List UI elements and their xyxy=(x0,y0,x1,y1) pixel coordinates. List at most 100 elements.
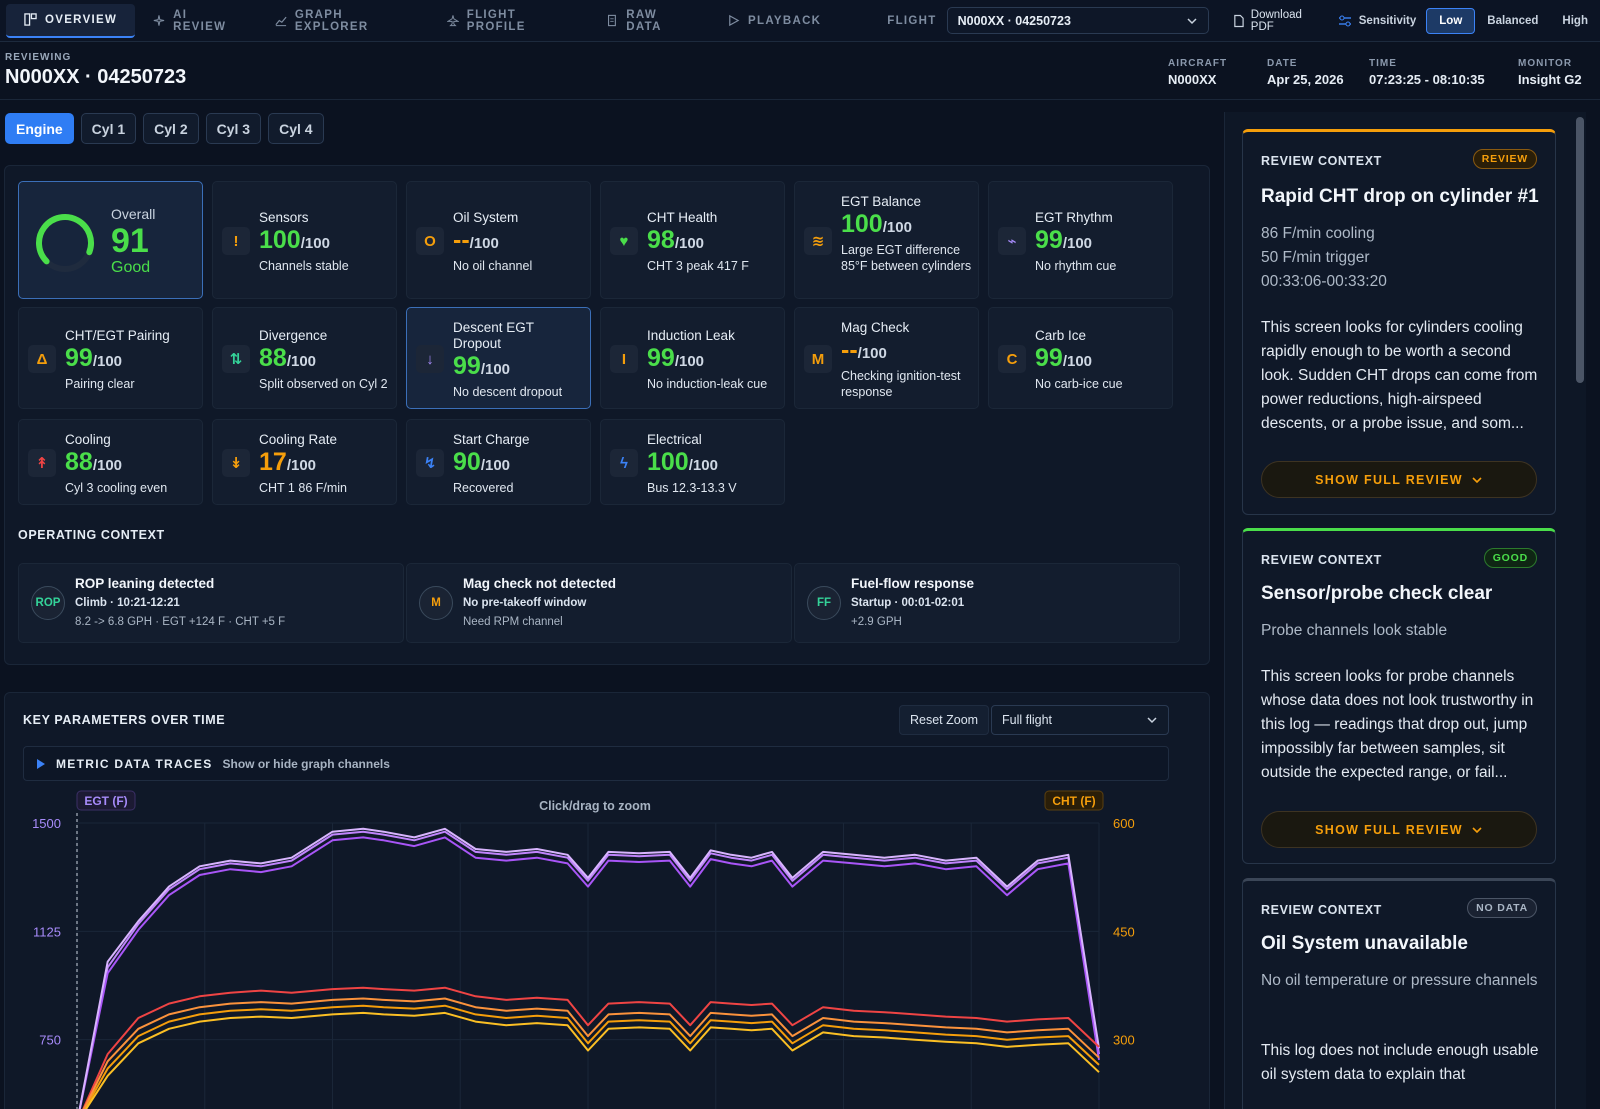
context-title: Fuel-flow response xyxy=(851,576,975,591)
tab-ai-review[interactable]: AI REVIEW xyxy=(135,4,257,38)
sensitivity-low[interactable]: Low xyxy=(1426,7,1476,34)
overall-gauge xyxy=(36,214,94,272)
context-note: +2.9 GPH xyxy=(851,616,902,628)
right-axis-chip xyxy=(1044,790,1104,811)
context-title: ROP leaning detected xyxy=(75,576,215,591)
card-text: Oil System --/100 No oil channel xyxy=(453,210,584,274)
card-score-suffix: /100 xyxy=(674,353,705,370)
key-parameters-title: KEY PARAMETERS OVER TIME xyxy=(23,713,226,727)
card-score-value: 88 xyxy=(259,344,287,372)
left-axis-chip xyxy=(76,790,136,811)
tab-graph-explorer[interactable]: GRAPH EXPLORER xyxy=(257,4,429,38)
show-full-review-button[interactable]: SHOW FULL REVIEW xyxy=(1261,461,1537,498)
card-desc: No rhythm cue xyxy=(1035,259,1117,273)
review-card-sensor: REVIEW CONTEXT GOOD Sensor/probe check c… xyxy=(1242,528,1556,864)
show-full-review-label: SHOW FULL REVIEW xyxy=(1315,472,1463,487)
left-tick-label: 1500 xyxy=(32,816,61,831)
plane-icon xyxy=(446,15,459,27)
metric-traces-toggle[interactable]: METRIC DATA TRACES Show or hide graph ch… xyxy=(23,746,1169,781)
card-title: CHT Health xyxy=(647,210,718,225)
card-desc: Large EGT difference 85°F between cylind… xyxy=(841,243,972,273)
card-desc: Recovered xyxy=(453,481,514,495)
score-card-sensors[interactable]: ! Sensors 100/100 Channels stable xyxy=(212,181,397,299)
score-card-electrical[interactable]: ϟ Electrical 100/100 Bus 12.3-13.3 V xyxy=(600,419,785,505)
context-card-rop: ROP ROP leaning detected Climb · 10:21-1… xyxy=(18,563,404,643)
flight-select[interactable]: N000XX · 04250723 xyxy=(946,7,1209,34)
arrow-down-icon: ↓ xyxy=(416,345,444,373)
score-card-cooling-rate[interactable]: ↡ Cooling Rate 17/100 CHT 1 86 F/min xyxy=(212,419,397,505)
score-card-descent-egt-dropout[interactable]: ↓ Descent EGT Dropout 99/100 No descent dro… xyxy=(406,307,591,409)
score-card-oil-system[interactable]: O Oil System --/100 No oil channel xyxy=(406,181,591,299)
parameters-chart[interactable]: 37575011251500150300450600EGT (F)CHT (F)… xyxy=(5,788,1211,1109)
range-select[interactable]: Full flight xyxy=(991,705,1169,735)
review-pill: REVIEW xyxy=(1472,149,1537,169)
tab-cyl-2[interactable]: Cyl 2 xyxy=(143,113,199,144)
key-parameters-panel: KEY PARAMETERS OVER TIME Reset Zoom Full… xyxy=(4,692,1210,1109)
meta-label: AIRCRAFT xyxy=(1168,58,1228,69)
reset-zoom-button[interactable]: Reset Zoom xyxy=(899,705,990,735)
download-pdf-label: Download PDF xyxy=(1250,8,1302,33)
tab-cyl-4[interactable]: Cyl 4 xyxy=(268,113,324,144)
file-icon xyxy=(1234,14,1244,27)
tab-engine[interactable]: Engine xyxy=(5,113,74,144)
review-card-oil: REVIEW CONTEXT NO DATA Oil System unavai… xyxy=(1242,878,1556,1109)
card-score: 100/100 xyxy=(841,210,972,242)
score-card-egt-rhythm[interactable]: ⌁ EGT Rhythm 99/100 No rhythm cue xyxy=(988,181,1173,299)
card-text: Mag Check --/100 Checking ignition-test re… xyxy=(841,320,972,400)
heart-icon: ♥ xyxy=(610,227,638,255)
overall-card[interactable]: Overall 91 Good xyxy=(18,181,203,299)
card-score-suffix: /100 xyxy=(688,457,718,474)
card-text: Cooling Rate 17/100 CHT 1 86 F/min xyxy=(259,432,390,496)
card-score: 90/100 xyxy=(453,448,584,480)
tab-label: FLIGHT PROFILE xyxy=(466,8,526,33)
tab-playback[interactable]: PLAYBACK xyxy=(709,4,839,38)
score-card-divergence[interactable]: ⇅ Divergence 88/100 Split observed on Cyl 2 xyxy=(212,307,397,409)
card-score-suffix: /100 xyxy=(1062,353,1093,370)
review-sub-line: 86 F/min cooling xyxy=(1261,225,1375,242)
score-card-induction-leak[interactable]: I Induction Leak 99/100 No induction-leak c… xyxy=(600,307,785,409)
sensitivity-balanced[interactable]: Balanced xyxy=(1487,14,1539,27)
card-desc: Pairing clear xyxy=(65,377,135,391)
score-card-egt-balance[interactable]: ≋ EGT Balance 100/100 Large EGT difference … xyxy=(794,181,979,299)
score-card-cht-egt-pairing[interactable]: Δ CHT/EGT Pairing 99/100 Pairing clear xyxy=(18,307,203,409)
score-card-cht-health[interactable]: ♥ CHT Health 98/100 CHT 3 peak 417 F xyxy=(600,181,785,299)
series-line-7 xyxy=(82,997,1100,1109)
card-title: Electrical xyxy=(647,432,702,447)
cylinder-tabs: Engine Cyl 1 Cyl 2 Cyl 3 Cyl 4 xyxy=(5,113,324,144)
download-pdf-button[interactable]: Download PDF xyxy=(1223,7,1332,34)
lightning-icon: ϟ xyxy=(610,449,638,477)
operating-context-title: OPERATING CONTEXT xyxy=(18,528,165,542)
tab-label: GRAPH EXPLORER xyxy=(294,8,369,33)
top-nav: OVERVIEW AI REVIEW GRAPH EXPLORER FLIGHT… xyxy=(0,0,1600,42)
meta-time: TIME 07:23:25 - 08:10:35 xyxy=(1369,58,1485,87)
card-text: Descent EGT Dropout 99/100 No descent drop… xyxy=(453,320,584,400)
tab-overview[interactable]: OVERVIEW xyxy=(6,3,136,38)
sidebar-scrollbar[interactable] xyxy=(1576,117,1584,383)
card-text: Carb Ice 99/100 No carb-ice cue xyxy=(1035,328,1166,392)
tab-cyl-3[interactable]: Cyl 3 xyxy=(205,113,262,144)
card-text: Cooling 88/100 Cyl 3 cooling even xyxy=(65,432,196,496)
score-card-mag-check[interactable]: M Mag Check --/100 Checking ignition-test r… xyxy=(794,307,979,409)
card-title: Oil System xyxy=(453,210,519,225)
caret-right-icon xyxy=(37,758,45,769)
reviewing-label: REVIEWING xyxy=(5,52,72,63)
play-icon xyxy=(729,14,740,27)
card-text: EGT Rhythm 99/100 No rhythm cue xyxy=(1035,210,1166,274)
score-card-start-charge[interactable]: ↯ Start Charge 90/100 Recovered xyxy=(406,419,591,505)
card-score-value: 98 xyxy=(647,226,675,254)
score-card-cooling[interactable]: ↟ Cooling 88/100 Cyl 3 cooling even xyxy=(18,419,203,505)
card-score-suffix: /100 xyxy=(480,361,511,378)
card-title: Cooling Rate xyxy=(259,432,338,447)
tab-raw-data[interactable]: RAW DATA xyxy=(588,4,709,38)
card-desc: Channels stable xyxy=(259,259,349,273)
score-card-carb-ice[interactable]: C Carb Ice 99/100 No carb-ice cue xyxy=(988,307,1173,409)
card-desc: Split observed on Cyl 2 xyxy=(259,377,388,391)
delta-icon: Δ xyxy=(28,345,56,373)
tab-cyl-1[interactable]: Cyl 1 xyxy=(80,113,137,144)
tab-flight-profile[interactable]: FLIGHT PROFILE xyxy=(429,4,589,38)
tab-label: PLAYBACK xyxy=(748,14,822,27)
show-full-review-button[interactable]: SHOW FULL REVIEW xyxy=(1261,811,1537,848)
series-line-1 xyxy=(78,830,1100,1109)
card-text: Electrical 100/100 Bus 12.3-13.3 V xyxy=(647,432,778,496)
sensitivity-high[interactable]: High xyxy=(1562,14,1588,27)
